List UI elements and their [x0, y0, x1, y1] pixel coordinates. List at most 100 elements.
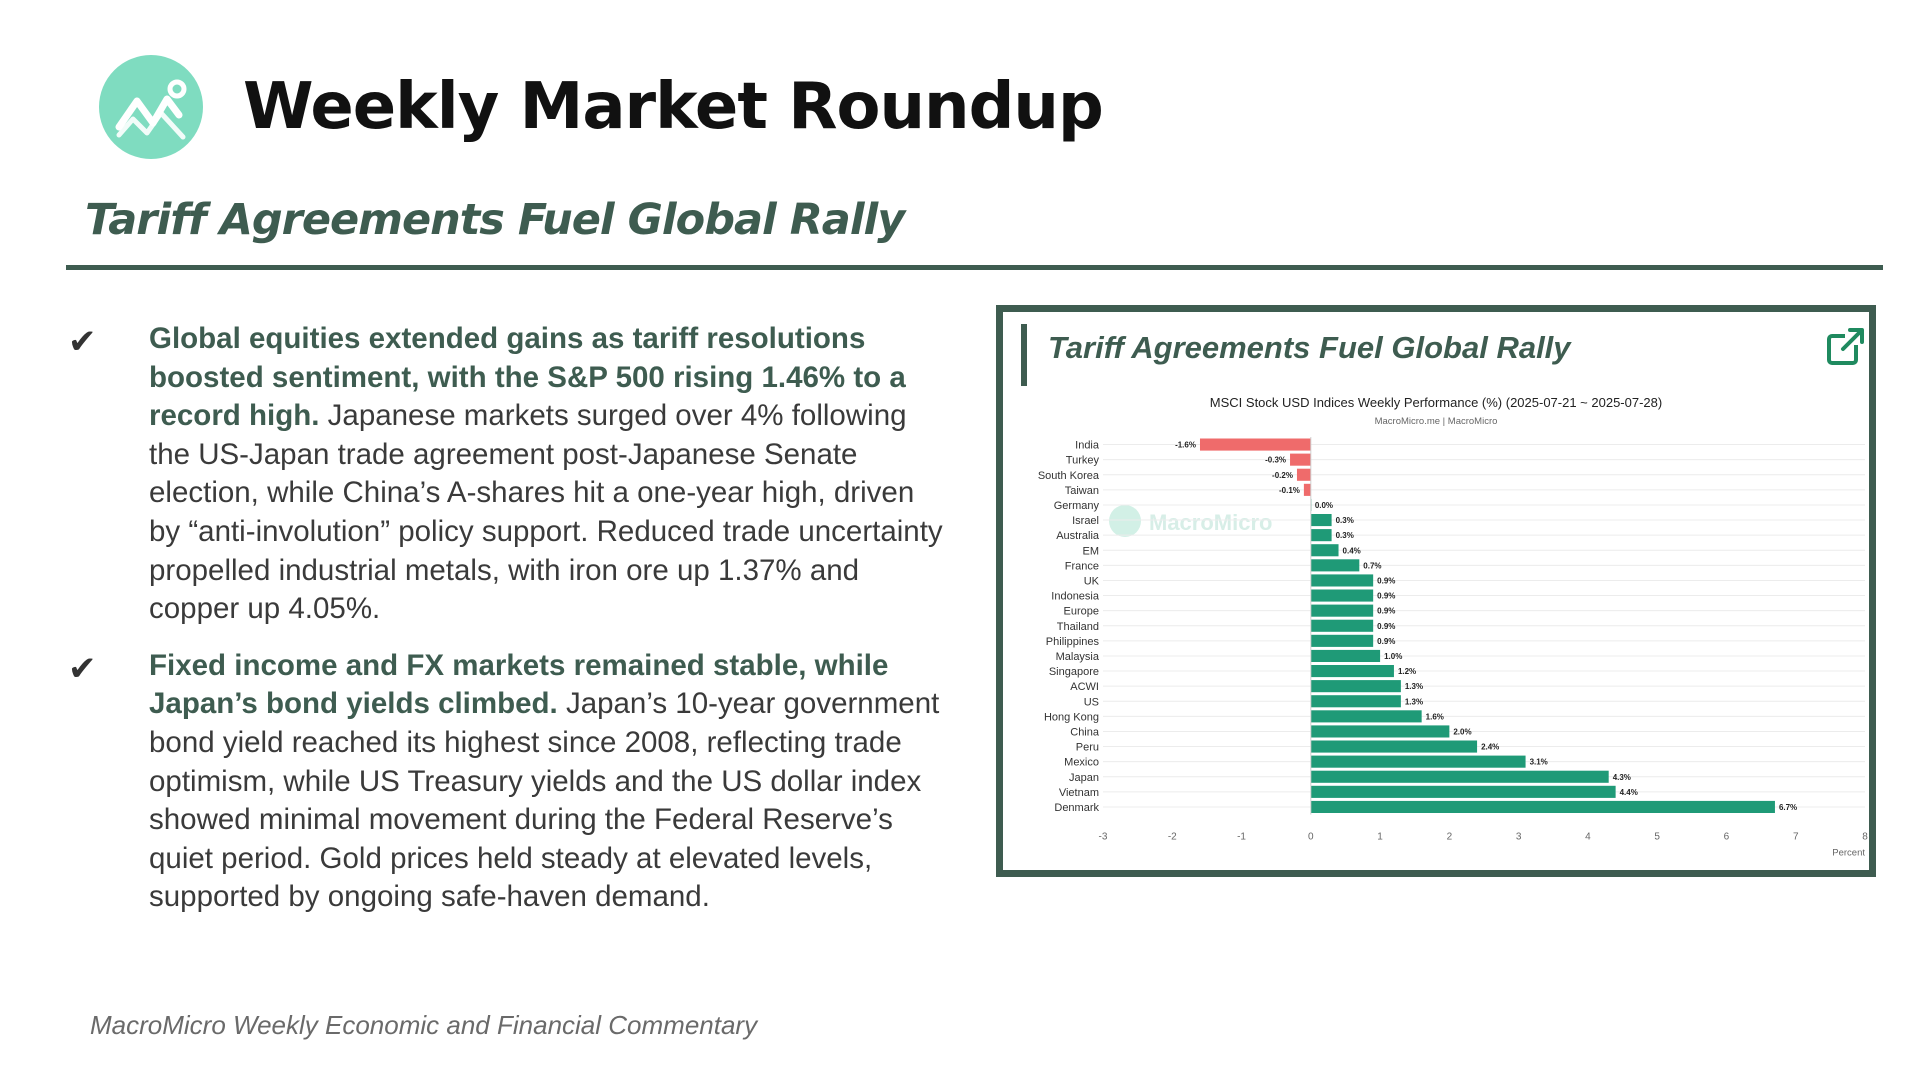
- bullet-text: Global equities extended gains as tariff…: [149, 320, 948, 629]
- category-label: Germany: [1054, 500, 1100, 512]
- x-tick-label: 5: [1654, 832, 1660, 843]
- bar: [1310, 725, 1450, 738]
- bullet-highlight: Fixed income and FX markets remained sta…: [149, 648, 889, 721]
- bullet-list: ✔ Global equities extended gains as tari…: [68, 320, 948, 935]
- bar: [1310, 529, 1332, 542]
- bullet-text: Fixed income and FX markets remained sta…: [149, 647, 948, 917]
- category-label: Singapore: [1049, 666, 1099, 678]
- chart-trend-icon: [115, 79, 187, 140]
- chart-source: MacroMicro.me | MacroMicro: [1375, 416, 1498, 427]
- logo: [99, 55, 203, 159]
- x-tick-label: 1: [1377, 832, 1383, 843]
- bar: [1310, 559, 1360, 572]
- bar: [1310, 514, 1332, 527]
- data-label: -0.1%: [1279, 486, 1300, 495]
- card-accent-bar: [1021, 324, 1027, 386]
- bullet-item: ✔ Fixed income and FX markets remained s…: [68, 647, 948, 917]
- category-label: Vietnam: [1059, 787, 1099, 799]
- x-tick-label: 7: [1793, 832, 1799, 843]
- category-label: Indonesia: [1051, 591, 1100, 603]
- bar: [1310, 574, 1374, 587]
- category-label: Peru: [1076, 742, 1099, 754]
- data-label: 0.9%: [1377, 592, 1395, 601]
- x-tick-label: -1: [1237, 832, 1246, 843]
- bar: [1310, 695, 1401, 708]
- bar: [1310, 680, 1401, 693]
- data-label: 0.7%: [1363, 561, 1381, 570]
- chart-title: MSCI Stock USD Indices Weekly Performanc…: [1210, 395, 1662, 410]
- data-label: 0.3%: [1336, 531, 1354, 540]
- category-label: Mexico: [1064, 757, 1099, 769]
- bar: [1310, 665, 1394, 678]
- data-label: 1.2%: [1398, 667, 1416, 676]
- checkmark-icon: ✔: [68, 322, 97, 362]
- category-label: Denmark: [1054, 802, 1099, 814]
- category-label: US: [1084, 696, 1099, 708]
- data-label: 3.1%: [1530, 758, 1548, 767]
- category-label: Japan: [1069, 772, 1099, 784]
- bar: [1310, 770, 1609, 783]
- x-tick-label: 2: [1447, 832, 1453, 843]
- x-tick-label: -2: [1168, 832, 1177, 843]
- data-label: 0.0%: [1315, 501, 1333, 510]
- external-link-icon[interactable]: [1825, 327, 1865, 367]
- bar: [1310, 604, 1374, 617]
- bar: [1310, 740, 1478, 753]
- x-tick-label: 4: [1585, 832, 1591, 843]
- bar: [1296, 468, 1311, 481]
- bullet-item: ✔ Global equities extended gains as tari…: [68, 320, 948, 629]
- category-label: Europe: [1064, 606, 1099, 618]
- x-axis-label: Percent: [1832, 848, 1865, 859]
- x-tick-label: 3: [1516, 832, 1522, 843]
- x-tick-label: 0: [1308, 832, 1314, 843]
- bar: [1310, 634, 1374, 647]
- category-label: South Korea: [1038, 470, 1100, 482]
- category-label: Hong Kong: [1044, 711, 1099, 723]
- card-title: Tariff Agreements Fuel Global Rally: [1048, 330, 1571, 365]
- category-label: China: [1070, 726, 1100, 738]
- category-label: Taiwan: [1065, 485, 1099, 497]
- data-label: 0.9%: [1377, 576, 1395, 585]
- category-label: ACWI: [1070, 681, 1099, 693]
- bullet-body: Japanese markets surged over 4% followin…: [149, 399, 943, 626]
- category-label: Malaysia: [1056, 651, 1100, 663]
- watermark-text: MacroMicro: [1149, 510, 1272, 535]
- data-label: 1.6%: [1426, 712, 1444, 721]
- data-label: 1.0%: [1384, 652, 1402, 661]
- data-label: 2.4%: [1481, 743, 1499, 752]
- category-label: Philippines: [1046, 636, 1100, 648]
- bar: [1290, 453, 1311, 466]
- data-label: 0.4%: [1343, 546, 1361, 555]
- data-label: 0.9%: [1377, 637, 1395, 646]
- bar: [1310, 755, 1526, 768]
- bullet-highlight: Global equities extended gains as tariff…: [149, 322, 906, 433]
- data-label: 0.3%: [1336, 516, 1354, 525]
- bar: [1199, 438, 1311, 451]
- data-label: 1.3%: [1405, 697, 1423, 706]
- data-label: 4.4%: [1620, 788, 1638, 797]
- bar: [1303, 483, 1311, 496]
- checkmark-icon: ✔: [68, 648, 97, 689]
- data-label: -0.2%: [1272, 471, 1293, 480]
- category-label: France: [1065, 560, 1099, 572]
- data-label: 6.7%: [1779, 803, 1797, 812]
- category-label: Thailand: [1057, 621, 1099, 633]
- data-label: -0.3%: [1265, 456, 1286, 465]
- category-label: Australia: [1056, 530, 1100, 542]
- bar: [1310, 589, 1374, 602]
- bar: [1310, 544, 1339, 557]
- category-label: India: [1075, 440, 1100, 452]
- data-label: 0.9%: [1377, 622, 1395, 631]
- bar: [1310, 710, 1422, 723]
- data-label: 4.3%: [1613, 773, 1631, 782]
- category-label: Israel: [1072, 515, 1099, 527]
- category-label: Turkey: [1066, 455, 1100, 467]
- bar: [1310, 800, 1775, 813]
- page-title: Weekly Market Roundup: [243, 70, 1104, 144]
- bar: [1310, 649, 1381, 662]
- category-label: UK: [1084, 575, 1100, 587]
- category-label: EM: [1083, 545, 1100, 557]
- x-tick-label: 6: [1724, 832, 1730, 843]
- page-subtitle: Tariff Agreements Fuel Global Rally: [85, 195, 905, 245]
- bar: [1310, 785, 1616, 798]
